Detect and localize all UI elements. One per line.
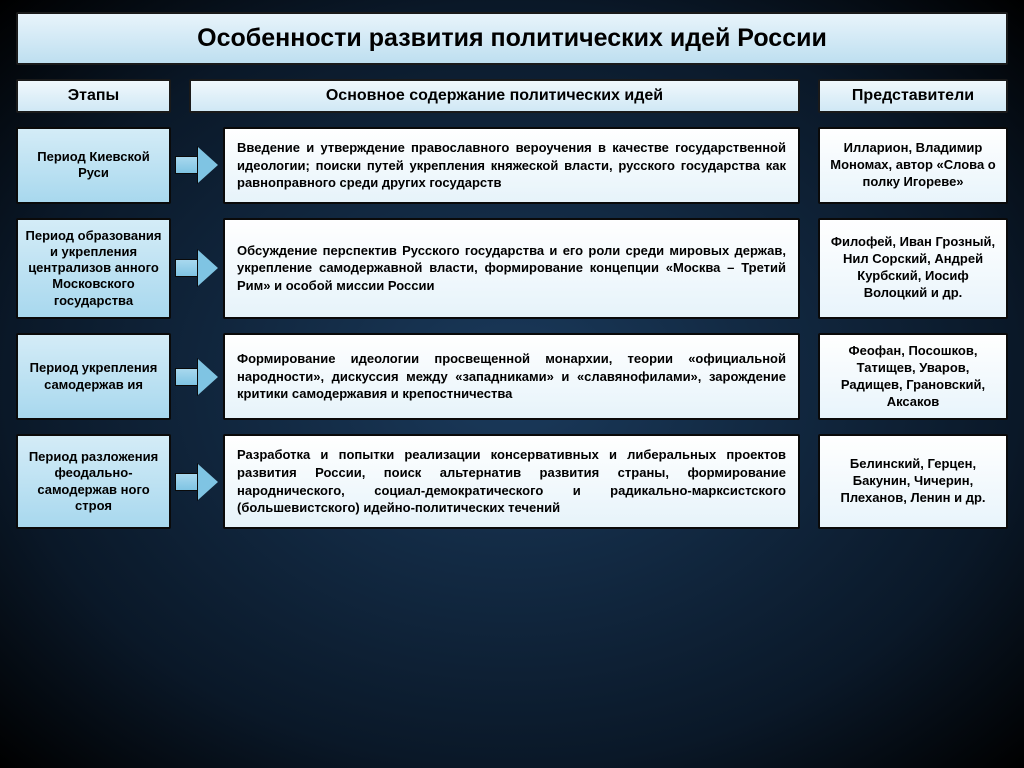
representatives-box: Белинский, Герцен, Бакунин, Чичерин, Пле… [818, 434, 1008, 528]
arrow-icon [171, 333, 223, 421]
content-box: Формирование идеологии просвещенной мона… [223, 333, 800, 421]
stage-box: Период укрепления самодержав ия [16, 333, 171, 421]
representatives-box: Филофей, Иван Грозный, Нил Сорский, Андр… [818, 218, 1008, 319]
page-title: Особенности развития политических идей Р… [16, 12, 1008, 65]
arrow-icon [171, 434, 223, 528]
stage-box: Период Киевской Руси [16, 127, 171, 204]
header-stages: Этапы [16, 79, 171, 113]
table-row: Период образования и укрепления централи… [16, 218, 1008, 319]
header-representatives: Представители [818, 79, 1008, 113]
header-row: Этапы Основное содержание политических и… [16, 79, 1008, 113]
arrow-icon [171, 127, 223, 204]
arrow-icon [171, 218, 223, 319]
content-box: Введение и утверждение православного вер… [223, 127, 800, 204]
content-box: Разработка и попытки реализации консерва… [223, 434, 800, 528]
representatives-box: Феофан, Посошков, Татищев, Уваров, Радищ… [818, 333, 1008, 421]
stage-box: Период образования и укрепления централи… [16, 218, 171, 319]
representatives-box: Илларион, Владимир Мономах, автор «Слова… [818, 127, 1008, 204]
table-row: Период укрепления самодержав ия Формиров… [16, 333, 1008, 421]
table-row: Период Киевской Руси Введение и утвержде… [16, 127, 1008, 204]
content-box: Обсуждение перспектив Русского государст… [223, 218, 800, 319]
table-row: Период разложения феодально-самодержав н… [16, 434, 1008, 528]
header-content: Основное содержание политических идей [189, 79, 800, 113]
stage-box: Период разложения феодально-самодержав н… [16, 434, 171, 528]
rows-container: Период Киевской Руси Введение и утвержде… [16, 127, 1008, 529]
